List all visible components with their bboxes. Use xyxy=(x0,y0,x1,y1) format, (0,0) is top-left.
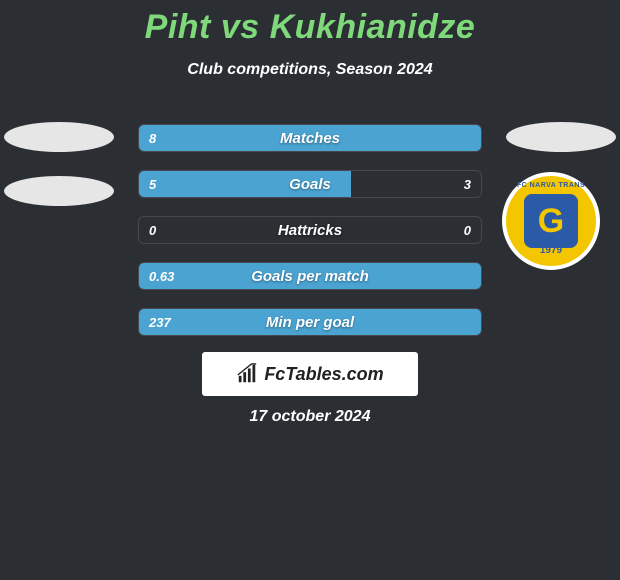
comparison-bars: 8 Matches 5 Goals 3 0 Hattricks 0 0.63 G… xyxy=(138,124,482,354)
club-logo-arc-text: FC NARVA TRANS xyxy=(517,182,585,189)
chart-icon xyxy=(236,363,258,385)
date-text: 17 october 2024 xyxy=(0,408,620,426)
player-right-club-logo: FC NARVA TRANS G 1979 xyxy=(502,172,600,270)
bar-label: Goals xyxy=(139,171,481,197)
club-logo-inner: FC NARVA TRANS G 1979 xyxy=(506,176,596,266)
player-left-club-placeholder xyxy=(4,176,114,206)
bar-value-right: 3 xyxy=(464,171,471,197)
bar-row-hattricks: 0 Hattricks 0 xyxy=(138,216,482,244)
bar-row-min-per-goal: 237 Min per goal xyxy=(138,308,482,336)
bar-value-right: 0 xyxy=(464,217,471,243)
bar-row-goals-per-match: 0.63 Goals per match xyxy=(138,262,482,290)
bar-label: Hattricks xyxy=(139,217,481,243)
bar-label: Min per goal xyxy=(139,309,481,335)
page-title: Piht vs Kukhianidze xyxy=(0,0,620,47)
subtitle: Club competitions, Season 2024 xyxy=(0,61,620,79)
club-logo-year: 1979 xyxy=(540,245,562,256)
player-left-avatar-placeholder xyxy=(4,122,114,152)
club-logo-letter: G xyxy=(524,194,578,248)
bar-row-matches: 8 Matches xyxy=(138,124,482,152)
bar-label: Goals per match xyxy=(139,263,481,289)
watermark: FcTables.com xyxy=(202,352,418,396)
watermark-text: FcTables.com xyxy=(264,364,383,385)
bar-row-goals: 5 Goals 3 xyxy=(138,170,482,198)
player-right-avatar-placeholder xyxy=(506,122,616,152)
bar-label: Matches xyxy=(139,125,481,151)
